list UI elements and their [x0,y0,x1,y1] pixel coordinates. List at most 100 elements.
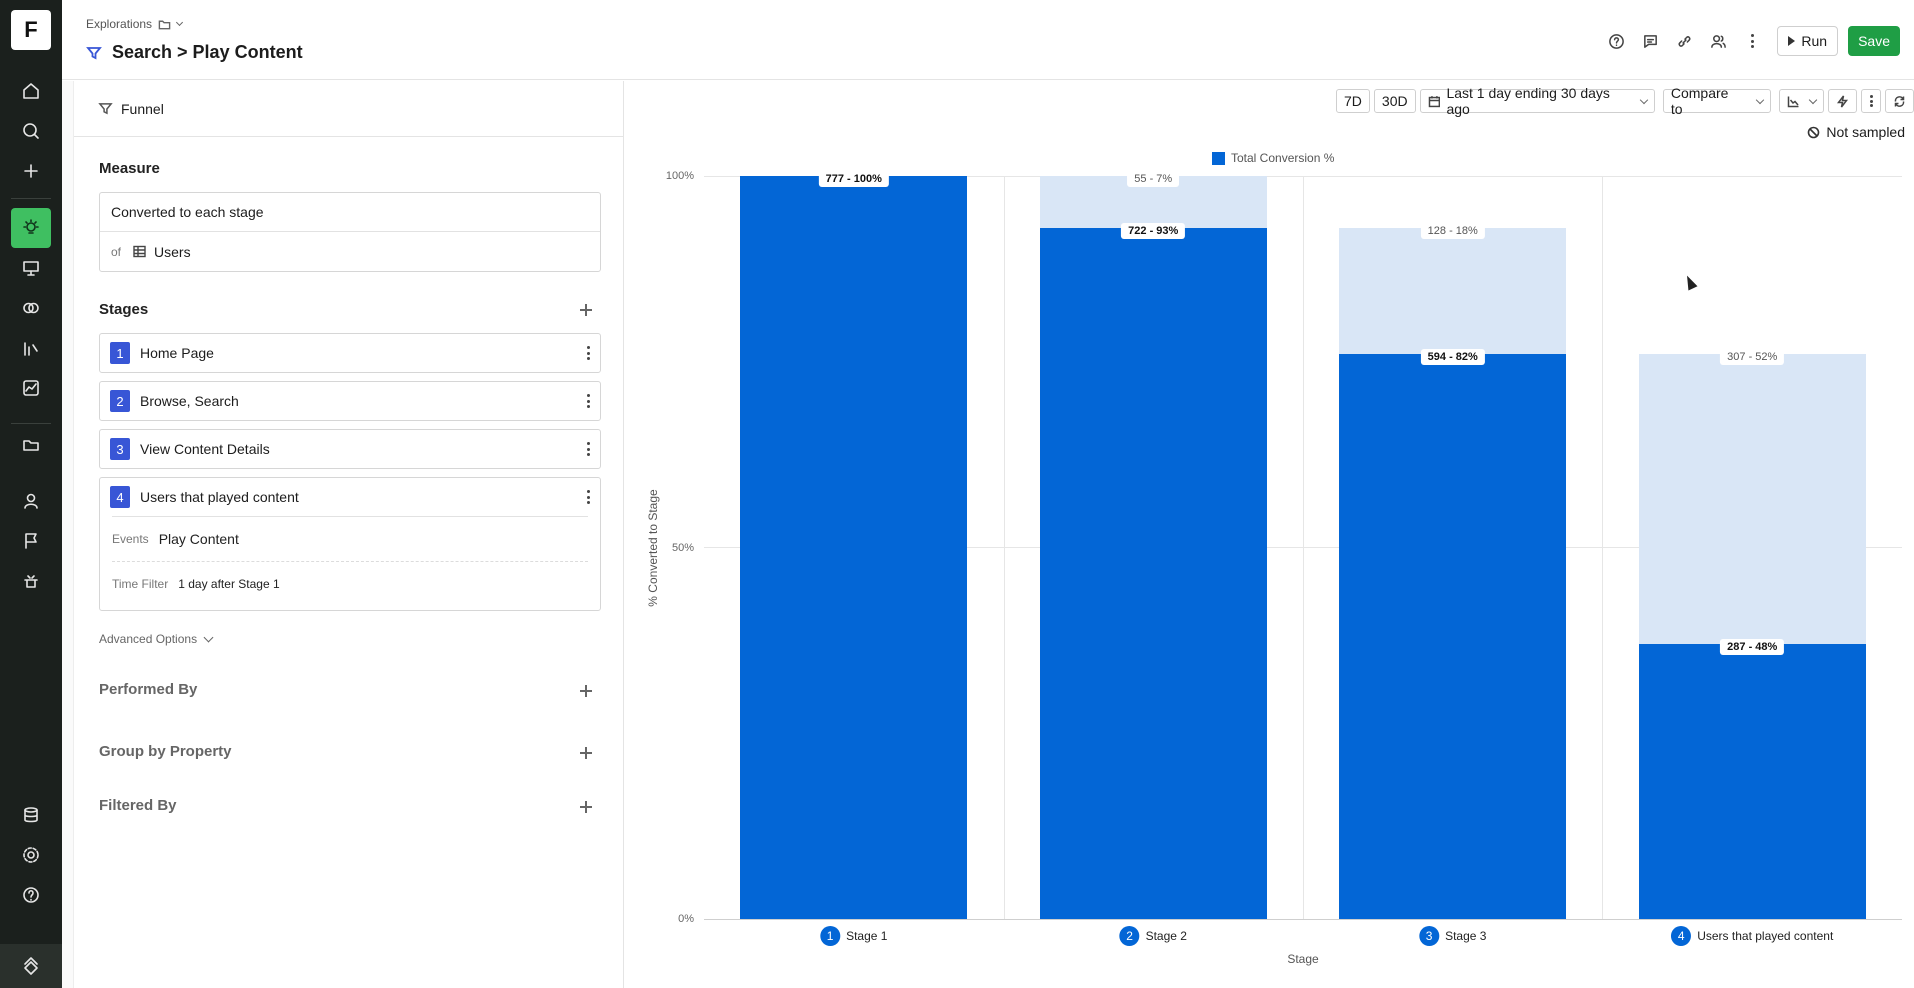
bar-group[interactable]: 55 - 7% 722 - 93% [1039,171,1267,919]
x-tick-label[interactable]: 4 Users that played content [1671,926,1833,946]
stage-card[interactable]: 2 Browse, Search [99,381,601,421]
metrics-icon[interactable] [11,328,51,368]
save-button[interactable]: Save [1848,26,1900,56]
refresh-button[interactable] [1885,89,1914,113]
brand-icon[interactable] [11,946,51,986]
conversion-bar[interactable] [1039,228,1267,919]
bar-group[interactable]: 128 - 18% 594 - 82% [1339,176,1567,919]
tab-funnel[interactable]: Funnel [74,81,624,137]
help-icon[interactable] [1601,26,1631,56]
x-tick-label[interactable]: 2 Stage 2 [1119,926,1187,946]
stage-card[interactable]: 1 Home Page [99,333,601,373]
chevron-down-icon[interactable] [176,18,184,27]
dropoff-bar[interactable] [1638,354,1866,645]
funnel-icon [98,103,113,115]
time-filter-value[interactable]: 1 day after Stage 1 [178,577,280,591]
page-title[interactable]: Search > Play Content [112,42,303,62]
date-range-select[interactable]: Last 1 day ending 30 days ago [1419,85,1655,117]
chevron-down-icon [1639,95,1649,104]
measure-entity[interactable]: of Users [100,232,600,271]
stage-label: Home Page [140,345,214,361]
folder-icon[interactable] [11,425,51,465]
divider [112,561,588,562]
x-tick-text: Users that played content [1697,929,1834,943]
more-icon[interactable] [586,346,590,360]
y-tick-label: 50% [671,542,694,554]
more-icon[interactable] [586,394,590,408]
breadcrumb[interactable]: Explorations [86,17,184,31]
funnel-icon [86,46,102,59]
chart-more-button[interactable] [1861,89,1881,113]
stage-card[interactable]: 3 View Content Details [99,429,601,469]
gear-icon[interactable] [11,835,51,875]
dropoff-label: 55 - 7% [1127,171,1180,187]
venn-icon[interactable] [11,288,51,328]
run-button[interactable]: Run [1777,26,1839,56]
sampling-status[interactable]: Not sampled [1807,124,1905,140]
x-tick-text: Stage 1 [846,929,888,943]
presentation-icon[interactable] [11,248,51,288]
more-icon[interactable] [586,442,590,456]
events-label: Events [112,532,149,546]
measure-metric[interactable]: Converted to each stage [100,193,600,232]
plus-icon[interactable] [11,151,51,191]
app-logo[interactable]: F [11,10,51,50]
home-icon[interactable] [11,71,51,111]
conversion-bar[interactable] [1339,354,1567,919]
x-tick-text: Stage 2 [1145,929,1187,943]
legend-swatch [1212,151,1225,165]
compare-select[interactable]: Compare to [1662,85,1771,117]
more-icon[interactable] [1737,26,1767,56]
database-icon[interactable] [11,795,51,835]
measure-box: Converted to each stage of Users [99,192,601,272]
stage-number: 3 [110,438,130,460]
date-range-label: Last 1 day ending 30 days ago [1446,85,1610,117]
experiment-icon[interactable] [11,562,51,602]
advanced-options-toggle[interactable]: Advanced Options [99,632,214,646]
comment-icon[interactable] [1635,26,1665,56]
dropoff-label: 128 - 18% [1420,223,1485,239]
lightning-button[interactable] [1828,89,1857,113]
run-label: Run [1801,33,1828,49]
lightbulb-icon[interactable] [11,208,51,248]
range-30d-button[interactable]: 30D [1373,89,1416,113]
funnel-chart: 777 - 100% 55 - 7% 722 - 93% 128 - 18% 594 -… [704,171,1902,920]
breadcrumb-explorations[interactable]: Explorations [86,17,153,31]
share-users-icon[interactable] [1703,26,1733,56]
table-icon [133,245,146,258]
stages-title: Stages [99,301,149,318]
stage-number-badge: 2 [1119,926,1140,946]
chart-legend[interactable]: Total Conversion % [1212,151,1334,165]
x-tick-label[interactable]: 1 Stage 1 [820,926,887,946]
play-icon [1788,36,1796,46]
chart-toolbar: 7D 30D Last 1 day ending 30 days ago Com… [1336,85,1914,117]
events-value[interactable]: Play Content [158,531,239,547]
add-filter-icon[interactable] [578,799,594,815]
chart-type-select[interactable] [1779,89,1824,113]
conversion-bar[interactable] [740,176,968,919]
bar-group[interactable]: 307 - 52% 287 - 48% [1638,176,1866,919]
dropoff-bar[interactable] [1339,228,1567,355]
add-group-by-icon[interactable] [578,745,594,761]
chevron-down-icon [203,632,214,642]
conversion-bar[interactable] [1638,644,1866,919]
help-icon[interactable] [11,875,51,915]
stage-label: Users that played content [140,489,299,505]
range-7d-button[interactable]: 7D [1336,89,1370,113]
search-icon[interactable] [11,111,51,151]
chart-icon[interactable] [11,368,51,408]
bar-group[interactable]: 777 - 100% [740,171,968,919]
stage-number-badge: 1 [820,926,841,946]
x-axis-label: Stage [1287,952,1319,966]
more-icon[interactable] [586,490,590,504]
x-tick-label[interactable]: 3 Stage 3 [1419,926,1486,946]
link-icon[interactable] [1669,26,1699,56]
flag-icon[interactable] [11,521,51,561]
resize-handle[interactable] [62,81,74,988]
user-icon[interactable] [11,481,51,521]
add-stage-icon[interactable] [578,302,594,318]
add-performed-by-icon[interactable] [578,683,594,699]
folder-icon[interactable] [158,18,171,31]
stage-card-expanded[interactable]: 4 Users that played content Events Play … [99,477,601,611]
x-axis [704,919,1902,920]
